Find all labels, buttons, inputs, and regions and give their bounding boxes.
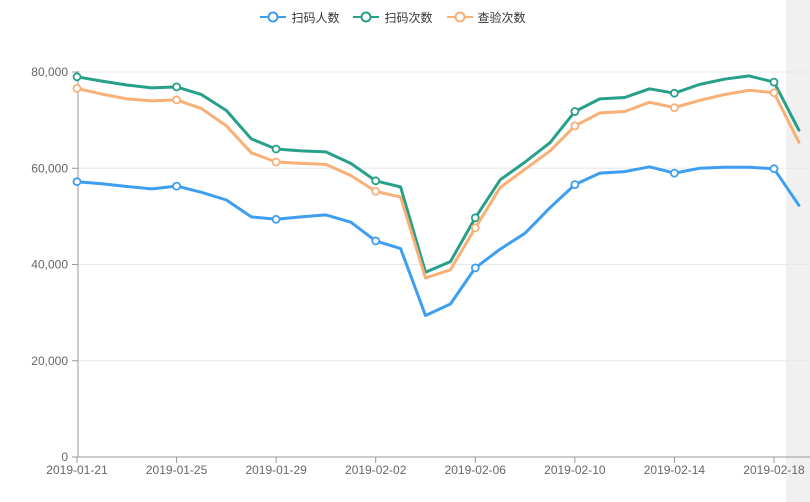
chart-legend: 扫码人数 扫码次数 查验次数 [0,6,786,28]
x-axis-tick-label: 2019-02-18 [743,463,805,477]
x-axis-tick-label: 2019-01-29 [245,463,307,477]
legend-line-marker-icon [353,11,380,23]
x-axis-tick-label: 2019-01-25 [146,463,208,477]
data-point-marker [172,82,182,92]
data-point-marker [769,77,779,87]
y-axis-tick-label: 0 [61,450,68,464]
data-point-marker [271,144,281,154]
x-axis-tick-label: 2019-02-14 [644,463,706,477]
legend-item-scan-users[interactable]: 扫码人数 [260,9,339,26]
legend-line-marker-icon [446,11,473,23]
legend-item-label: 扫码次数 [384,10,433,25]
data-point-marker [670,168,679,178]
legend-item-check-count[interactable]: 查验次数 [446,9,526,26]
data-point-marker [72,84,82,93]
data-point-marker [670,103,679,112]
x-axis-tick-label: 2019-01-21 [46,463,108,477]
data-point-marker [371,186,381,196]
data-point-marker [769,88,779,98]
data-point-marker [371,176,381,186]
data-point-marker [670,88,679,98]
y-axis-tick-label: 80,000 [31,65,68,79]
data-point-marker [271,157,281,167]
x-axis-tick-label: 2019-02-10 [544,463,606,477]
y-axis-tick-label: 60,000 [31,161,68,175]
legend-line-marker-icon [260,11,287,23]
data-point-marker [570,180,580,190]
data-point-marker [470,223,480,233]
data-point-marker [271,214,281,224]
data-point-marker [570,121,580,131]
data-point-marker [172,95,182,105]
right-page-gutter [786,0,810,502]
legend-item-label: 扫码人数 [291,10,340,25]
series-line [75,86,801,280]
legend-item-scan-count[interactable]: 扫码次数 [353,9,433,26]
data-point-marker [371,236,381,246]
data-point-marker [72,72,82,82]
y-axis-tick-label: 40,000 [31,258,68,272]
legend-item-label: 查验次数 [477,10,526,25]
data-point-marker [570,107,580,116]
data-point-marker [470,263,480,273]
series-line [75,74,801,274]
series-line [75,165,801,317]
data-point-marker [769,164,779,174]
x-axis-tick-label: 2019-02-02 [345,463,407,477]
data-point-marker [72,177,82,187]
data-point-marker [470,213,480,223]
y-axis-tick-label: 20,000 [31,354,68,368]
data-point-marker [172,181,182,191]
x-axis-tick-label: 2019-02-06 [445,463,507,477]
